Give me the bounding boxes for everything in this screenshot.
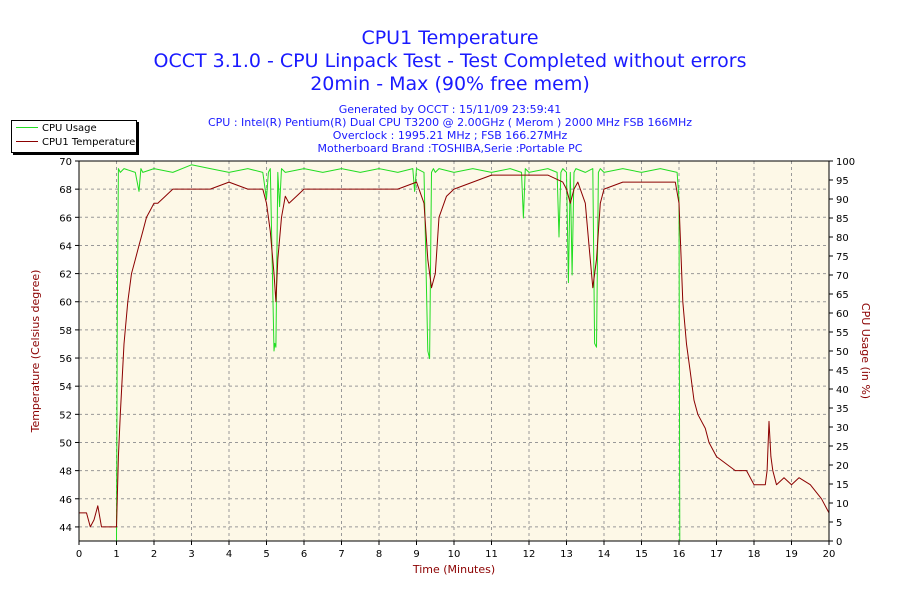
legend-usage-swatch (16, 126, 38, 128)
legend-temperature-label: CPU1 Temperature (42, 137, 136, 148)
temperature-series (79, 174, 830, 528)
y-left-tick-label: 56 (59, 354, 72, 365)
y-left-tick-label: 48 (59, 467, 72, 478)
axis-ticks: 0 1 2 3 4 5 6 7 8 9 10 11 12 13 14 15 16 17 18 19 2044464850… (59, 157, 855, 560)
y-left-tick-label: 64 (59, 241, 72, 252)
x-tick-label: 8 (376, 549, 382, 560)
x-tick-label: 1 (113, 549, 119, 560)
chart-title-test-name: OCCT 3.1.0 - CPU Linpack Test - Test Com… (153, 50, 747, 72)
legend-item-usage: CPU Usage (16, 123, 97, 135)
y-right-tick-label: 0 (836, 537, 842, 548)
y-right-tick-label: 25 (836, 442, 849, 453)
y-left-tick-label: 58 (59, 326, 72, 337)
x-tick-label: 12 (523, 549, 536, 560)
legend-usage-label: CPU Usage (42, 123, 97, 134)
legend-temperature-swatch (16, 140, 38, 142)
usage-series (79, 164, 829, 542)
y-right-tick-label: 50 (836, 347, 849, 358)
x-tick-label: 19 (785, 549, 798, 560)
x-tick-label: 16 (673, 549, 686, 560)
subtitle-motherboard: Motherboard Brand :TOSHIBA,Serie :Portab… (317, 142, 583, 155)
y-left-tick-label: 66 (59, 213, 72, 224)
x-tick-label: 7 (338, 549, 344, 560)
y-right-tick-label: 70 (836, 271, 849, 282)
y-right-tick-label: 40 (836, 385, 849, 396)
y-right-tick-label: 45 (836, 366, 849, 377)
y-right-tick-label: 55 (836, 328, 849, 339)
x-tick-label: 2 (151, 549, 157, 560)
x-axis-title: Time (Minutes) (412, 563, 495, 576)
y-axis-left-title: Temperature (Celsius degree) (29, 270, 42, 434)
y-left-tick-label: 52 (59, 410, 72, 421)
plot-area (79, 161, 829, 541)
y-right-tick-label: 15 (836, 480, 849, 491)
y-left-tick-label: 44 (59, 523, 72, 534)
y-left-tick-label: 60 (59, 298, 72, 309)
x-tick-label: 10 (448, 549, 461, 560)
x-tick-label: 3 (188, 549, 194, 560)
y-right-tick-label: 65 (836, 290, 849, 301)
x-tick-label: 11 (485, 549, 498, 560)
subtitle-cpu: CPU : Intel(R) Pentium(R) Dual CPU T3200… (207, 116, 693, 129)
y-right-tick-label: 75 (836, 252, 849, 263)
y-axis-right-title: CPU Usage (in %) (859, 303, 872, 399)
x-tick-label: 9 (413, 549, 419, 560)
y-right-tick-label: 80 (836, 233, 849, 244)
chart-legend: CPU Usage CPU1 Temperature (11, 120, 137, 153)
x-tick-label: 5 (263, 549, 269, 560)
y-right-tick-label: 95 (836, 176, 849, 187)
chart-title-duration: 20min - Max (90% free mem) (310, 73, 590, 95)
y-right-tick-label: 85 (836, 214, 849, 225)
y-right-tick-label: 10 (836, 499, 849, 510)
subtitle-overclock: Overclock : 1995.21 MHz ; FSB 166.27MHz (332, 129, 568, 142)
x-tick-label: 0 (76, 549, 82, 560)
x-tick-label: 18 (748, 549, 761, 560)
chart-title: CPU1 Temperature (361, 27, 539, 49)
y-right-tick-label: 35 (836, 404, 849, 415)
x-tick-label: 17 (710, 549, 723, 560)
y-right-tick-label: 30 (836, 423, 849, 434)
y-right-tick-label: 90 (836, 195, 849, 206)
legend-item-temperature: CPU1 Temperature (16, 137, 135, 149)
y-right-tick-label: 5 (836, 518, 842, 529)
y-left-tick-label: 70 (59, 157, 72, 168)
y-left-tick-label: 46 (59, 495, 72, 506)
x-tick-label: 15 (635, 549, 648, 560)
y-left-tick-label: 62 (59, 270, 72, 281)
y-right-tick-label: 100 (836, 157, 855, 168)
y-left-tick-label: 54 (59, 382, 72, 393)
temperature-line (79, 174, 830, 528)
usage-line (79, 164, 829, 542)
y-right-tick-label: 20 (836, 461, 849, 472)
x-tick-label: 20 (823, 549, 836, 560)
x-tick-label: 13 (560, 549, 573, 560)
subtitle-generated: Generated by OCCT : 15/11/09 23:59:41 (338, 103, 562, 116)
y-left-tick-label: 68 (59, 185, 72, 196)
x-tick-label: 6 (301, 549, 307, 560)
x-tick-label: 4 (226, 549, 232, 560)
y-right-tick-label: 60 (836, 309, 849, 320)
x-tick-label: 14 (598, 549, 611, 560)
y-left-tick-label: 50 (59, 438, 72, 449)
